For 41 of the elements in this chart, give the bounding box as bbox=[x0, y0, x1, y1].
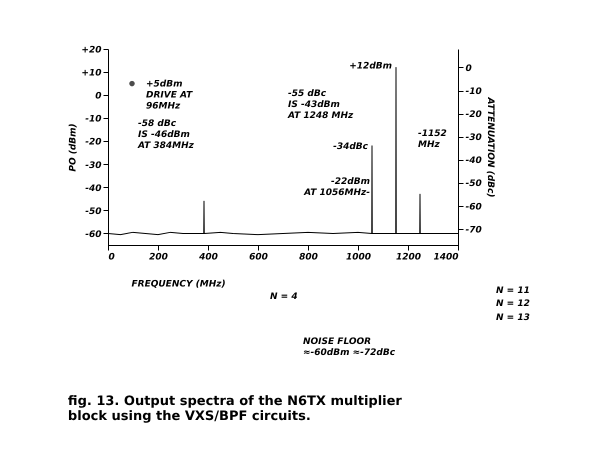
y-tick-label: -50 bbox=[85, 206, 102, 217]
text: N = 12 bbox=[496, 299, 530, 309]
y-tick-label: -60 bbox=[85, 230, 102, 240]
annotation: -1152 MHz bbox=[418, 129, 447, 150]
y-tick-label: -10 bbox=[85, 114, 102, 125]
text: N = 13 bbox=[496, 313, 530, 323]
y-axis-title: PO (dBm) bbox=[68, 123, 78, 172]
x-tick-label: 800 bbox=[299, 252, 318, 262]
y-tick-label: 0 bbox=[95, 92, 102, 102]
y2-axis-title: ATTENUATION (dBc) bbox=[484, 96, 495, 198]
x-axis-title: FREQUENCY (MHz) bbox=[132, 280, 226, 290]
x-tick-label: 1200 bbox=[396, 252, 422, 262]
x-tick-label: 400 bbox=[198, 252, 218, 262]
annotation: -22dBm AT 1056MHz- bbox=[303, 177, 370, 198]
y-tick-label: -30 bbox=[85, 160, 102, 171]
x-tick-label: 600 bbox=[249, 252, 268, 262]
y2-tick-label: -10 bbox=[466, 87, 482, 98]
text: N = 4 bbox=[270, 292, 298, 302]
y2-tick-label: -70 bbox=[466, 225, 482, 236]
y2-tick-label: -20 bbox=[466, 110, 482, 120]
annotation: +5dBm DRIVE AT 96MHz bbox=[146, 80, 194, 112]
annotation: +12dBm bbox=[349, 61, 392, 72]
y2-tick-label: -30 bbox=[466, 133, 482, 144]
annotation: -58 dBc IS -46dBm AT 384MHz bbox=[137, 119, 195, 151]
y-tick-label: +10 bbox=[81, 68, 102, 79]
y-tick-label: +20 bbox=[81, 46, 102, 56]
x-tick-label: 200 bbox=[149, 252, 168, 262]
text: N = 11 bbox=[496, 286, 530, 296]
x-tick-label: 1400 bbox=[433, 252, 458, 262]
x-tick-label: 0 bbox=[108, 252, 115, 262]
y-tick-label: -40 bbox=[85, 184, 102, 194]
y2-tick-label: -60 bbox=[466, 202, 482, 212]
y2-tick-label: -50 bbox=[466, 179, 482, 190]
text: NOISE FLOOR ≈-60dBm ≈-72dBc bbox=[303, 337, 396, 358]
annotation: -34dBc bbox=[333, 142, 369, 152]
y-tick-label: -20 bbox=[85, 138, 102, 148]
y2-tick-label: 0 bbox=[466, 64, 472, 74]
annotation: -55 dBc IS -43dBm AT 1248 MHz bbox=[287, 89, 354, 121]
text: fig. 13. Output spectra of the N6TX multiplier block using the VXS/BPF circuits. bbox=[68, 394, 402, 424]
x-tick-label: 1000 bbox=[346, 252, 372, 262]
y2-tick-label: -40 bbox=[466, 156, 482, 166]
